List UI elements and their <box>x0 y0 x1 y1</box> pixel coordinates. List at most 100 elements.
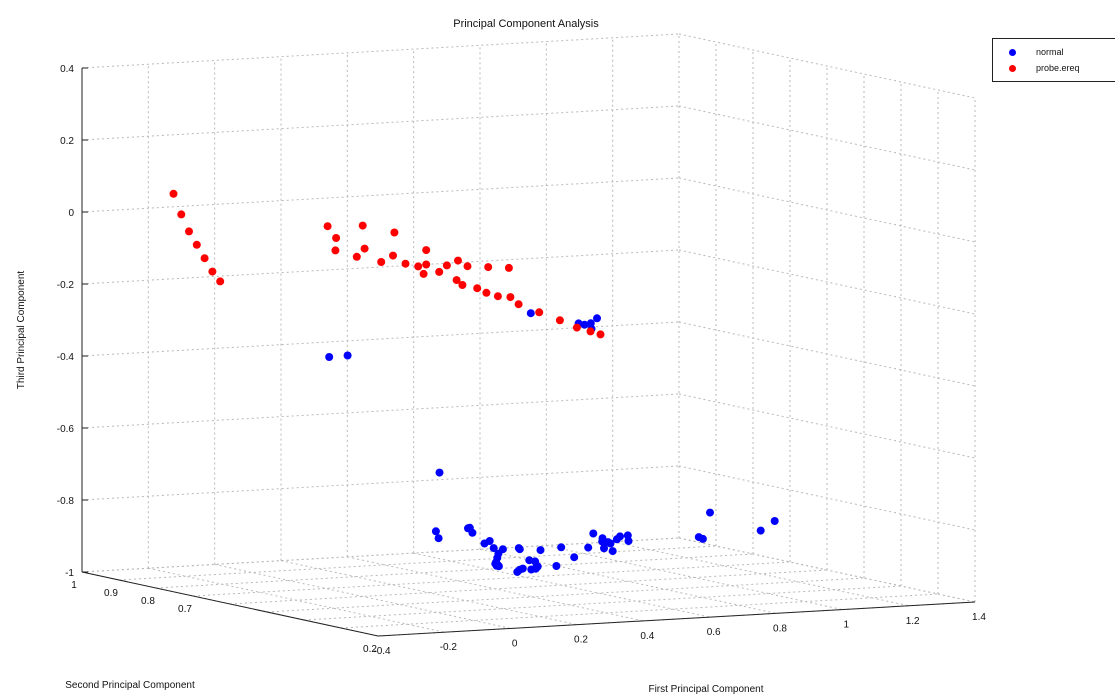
grid <box>81 33 976 637</box>
data-point <box>332 234 341 242</box>
y-tick-label: 0.8 <box>141 596 155 607</box>
back-wall-grid-line <box>81 33 680 69</box>
data-point <box>589 529 598 538</box>
z-tick-label: 0 <box>68 208 74 219</box>
data-point <box>458 281 467 289</box>
data-point <box>489 544 498 553</box>
data-point <box>463 262 472 271</box>
data-point <box>584 543 593 552</box>
x-tick-label: 0.6 <box>707 627 721 638</box>
data-point <box>473 284 482 293</box>
side-wall-grid-line <box>678 321 976 387</box>
series-normal <box>325 309 779 576</box>
data-point <box>431 527 440 536</box>
data-point <box>480 539 489 548</box>
z-tick-label: 0.2 <box>60 136 74 147</box>
floor-grid-line <box>214 563 511 629</box>
data-point <box>343 351 352 360</box>
data-point <box>493 292 502 301</box>
data-point <box>536 546 545 555</box>
data-point <box>580 320 589 329</box>
data-point <box>586 327 595 336</box>
legend-marker-probe-icon <box>1009 64 1016 72</box>
data-point <box>552 562 561 570</box>
side-wall-grid-line <box>678 33 976 99</box>
legend-item-probe: probe.ereq <box>1009 61 1080 75</box>
x-axis-line <box>377 601 976 637</box>
data-point <box>435 468 444 477</box>
data-point <box>515 545 524 554</box>
back-wall-grid-line <box>81 537 680 573</box>
z-tick-label: 0.4 <box>60 64 74 75</box>
data-point <box>706 508 714 517</box>
data-point <box>600 544 608 553</box>
data-point <box>557 543 566 552</box>
legend-marker-normal-icon <box>1009 48 1016 56</box>
data-point <box>535 308 544 317</box>
x-tick-label: -0.2 <box>440 642 458 653</box>
x-tick-label: 1.4 <box>972 612 986 623</box>
side-wall-grid-line <box>678 393 976 459</box>
x-axis-label: First Principal Component <box>648 684 763 695</box>
data-point <box>434 534 443 543</box>
x-tick-label: 1.2 <box>906 616 920 627</box>
data-point <box>526 309 535 318</box>
x-tick-label: 0 <box>512 638 518 649</box>
data-point <box>325 353 334 361</box>
side-wall-grid-line <box>678 465 976 531</box>
data-point <box>598 534 607 543</box>
data-point <box>494 562 503 571</box>
data-point <box>358 221 367 230</box>
axes <box>81 67 976 637</box>
data-point <box>177 210 186 219</box>
series-probe <box>169 189 605 339</box>
data-point <box>352 252 361 261</box>
y-tick-label: 0.7 <box>178 604 192 615</box>
data-point <box>454 256 462 265</box>
side-wall-grid-line <box>678 537 976 603</box>
side-wall-grid-line <box>678 249 976 315</box>
data-point <box>419 269 428 278</box>
floor-grid-line <box>280 560 578 626</box>
x-tick-label: 0.8 <box>773 623 787 634</box>
back-wall-grid-line <box>81 249 680 285</box>
z-tick-label: -0.6 <box>57 424 75 435</box>
data-point <box>200 254 209 263</box>
floor-grid-line <box>81 537 680 573</box>
back-wall-grid-line <box>81 105 680 141</box>
data-point <box>694 533 703 542</box>
x-tick-label: 1 <box>844 620 850 631</box>
data-point <box>570 553 579 562</box>
data-point <box>401 259 410 268</box>
data-point <box>323 222 332 231</box>
legend-label-normal: normal <box>1036 47 1064 57</box>
data-point <box>506 293 515 302</box>
side-wall-grid-line <box>678 105 976 171</box>
data-point <box>756 526 765 535</box>
data-point <box>572 323 581 332</box>
z-tick-label: -1 <box>65 568 74 579</box>
data-point <box>442 261 451 270</box>
x-tick-label: -0.4 <box>373 646 391 657</box>
floor-grid-line <box>413 552 710 618</box>
data-point <box>586 319 595 328</box>
z-tick-label: -0.4 <box>57 352 75 363</box>
y-tick-label: 0.2 <box>363 644 377 655</box>
tick-labels: 0.4 0.2 0 -0.2 -0.4 -0.6 -0.8 -1 -0.4 -0.2 0 0.2 0.4… <box>57 64 987 657</box>
back-wall-grid-line <box>81 393 680 429</box>
data-point <box>414 262 423 271</box>
legend: normal probe.ereq <box>992 38 1115 82</box>
z-tick-label: -0.2 <box>57 280 75 291</box>
data-point <box>192 240 201 249</box>
z-axis-label: Third Principal Component <box>16 271 27 390</box>
data-point <box>389 251 397 260</box>
y-axis-line <box>81 571 379 637</box>
data-point <box>185 227 193 236</box>
y-tick-label: 1 <box>71 580 77 591</box>
data-point <box>612 535 621 544</box>
data-point <box>452 276 461 285</box>
floor-grid-line <box>192 561 791 597</box>
data-point <box>208 267 217 276</box>
data-point <box>770 517 779 525</box>
